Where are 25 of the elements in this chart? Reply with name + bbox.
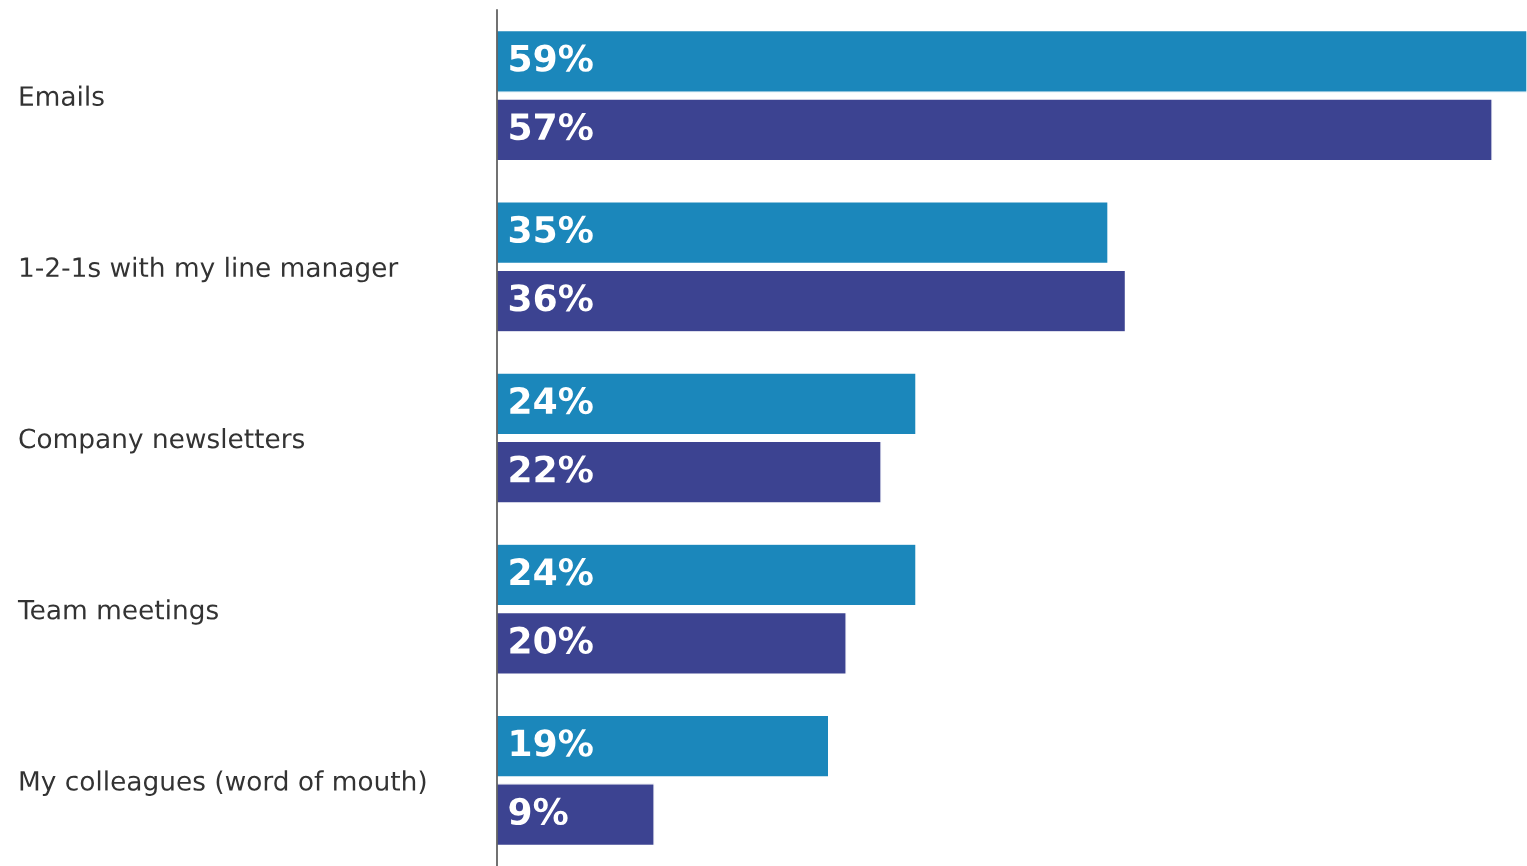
bar <box>497 98 1493 162</box>
bar <box>497 543 917 607</box>
y-tick-label: Team meetings <box>17 599 218 625</box>
y-tick-label: 1-2-1s with my line manager <box>20 256 399 283</box>
bar <box>497 611 847 675</box>
data-label: 9% <box>509 797 568 826</box>
bar <box>497 29 1527 93</box>
y-tick-label: Emails <box>20 85 104 106</box>
data-label: 22% <box>510 455 593 483</box>
bar <box>497 714 830 778</box>
bar <box>497 201 1109 265</box>
bar <box>497 372 917 436</box>
data-label: 20% <box>510 626 593 654</box>
data-label: 19% <box>511 729 593 757</box>
data-label: 59% <box>510 44 593 72</box>
data-label: 35% <box>509 215 593 244</box>
bar <box>497 783 655 847</box>
data-label: 36% <box>509 284 593 312</box>
data-label: 24% <box>510 386 593 415</box>
bar <box>497 269 1127 333</box>
y-tick-label: My colleagues (word of mouth) <box>20 770 426 796</box>
y-tick-label: Company newsletters <box>19 427 305 454</box>
data-label: 24% <box>510 558 593 586</box>
bar <box>497 440 882 504</box>
data-label: 57% <box>510 113 593 141</box>
